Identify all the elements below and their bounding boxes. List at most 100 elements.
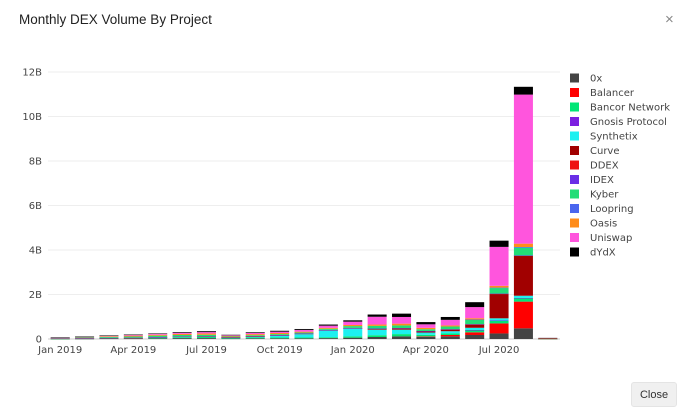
bar-segment[interactable] (513, 298, 533, 302)
bar-segment[interactable] (294, 329, 314, 332)
bar-segment[interactable] (465, 335, 485, 339)
bar-segment[interactable] (465, 307, 485, 319)
bar-segment[interactable] (392, 328, 412, 330)
bar-segment[interactable] (221, 337, 241, 338)
bar-segment[interactable] (172, 332, 192, 334)
bar-segment[interactable] (367, 329, 387, 336)
bar-segment[interactable] (416, 327, 436, 330)
bar-segment[interactable] (245, 337, 265, 339)
bar-segment[interactable] (294, 334, 314, 338)
legend-swatch[interactable] (570, 88, 579, 97)
bar-segment[interactable] (245, 332, 265, 335)
bar-segment[interactable] (538, 337, 558, 339)
bar-segment[interactable] (489, 288, 509, 294)
bar-segment[interactable] (465, 324, 485, 325)
legend-item-label[interactable]: IDEX (590, 175, 614, 186)
bar-segment[interactable] (318, 328, 338, 330)
bar-segment[interactable] (392, 329, 412, 335)
legend-item-label[interactable]: DDEX (590, 161, 619, 172)
bar-segment[interactable] (538, 338, 558, 340)
legend-swatch[interactable] (570, 189, 579, 199)
bar-segment[interactable] (489, 293, 509, 295)
bar-segment[interactable] (196, 332, 216, 334)
bar-segment[interactable] (99, 338, 119, 340)
bar-segment[interactable] (392, 325, 412, 329)
legend-item-label[interactable]: Uniswap (590, 233, 632, 244)
bar-segment[interactable] (343, 324, 363, 327)
bar-segment[interactable] (440, 319, 460, 326)
bar-segment[interactable] (465, 324, 485, 328)
legend-item-label[interactable]: 0x (590, 74, 602, 85)
bar-segment[interactable] (465, 319, 485, 325)
legend-swatch[interactable] (570, 204, 579, 213)
bar-segment[interactable] (416, 331, 436, 333)
bar-segment[interactable] (513, 247, 533, 256)
bar-segment[interactable] (513, 255, 533, 256)
bar-segment[interactable] (148, 337, 168, 338)
bar-segment[interactable] (294, 333, 314, 334)
bar-segment[interactable] (123, 337, 143, 339)
bar-segment[interactable] (196, 333, 216, 335)
bar-segment[interactable] (99, 337, 119, 339)
bar-segment[interactable] (489, 318, 509, 321)
bar-segment[interactable] (172, 332, 192, 333)
bar-segment[interactable] (270, 337, 290, 339)
legend-item-label[interactable]: Balancer (590, 88, 635, 99)
bar-segment[interactable] (392, 336, 412, 339)
bar-segment[interactable] (245, 335, 265, 337)
bar-segment[interactable] (513, 94, 533, 244)
bar-segment[interactable] (294, 328, 314, 330)
bar-segment[interactable] (392, 313, 412, 317)
bar-segment[interactable] (75, 338, 95, 339)
bar-segment[interactable] (148, 333, 168, 335)
bar-segment[interactable] (221, 337, 241, 339)
bar-segment[interactable] (489, 287, 509, 289)
bar-segment[interactable] (440, 316, 460, 320)
bar-segment[interactable] (148, 334, 168, 336)
legend-item-label[interactable]: Curve (590, 146, 620, 157)
bar-segment[interactable] (440, 331, 460, 334)
bar-segment[interactable] (367, 328, 387, 330)
bar-segment[interactable] (465, 318, 485, 320)
bar-segment[interactable] (270, 334, 290, 335)
bar-segment[interactable] (318, 324, 338, 326)
bar-segment[interactable] (489, 323, 509, 334)
legend-item-label[interactable]: Kyber (590, 190, 619, 201)
bar-segment[interactable] (123, 336, 143, 338)
bar-segment[interactable] (343, 326, 363, 328)
bar-segment[interactable] (489, 320, 509, 322)
bar-segment[interactable] (221, 335, 241, 336)
bar-segment[interactable] (172, 337, 192, 339)
bar-segment[interactable] (270, 335, 290, 338)
bar-segment[interactable] (75, 336, 95, 338)
bar-segment[interactable] (221, 338, 241, 340)
bar-segment[interactable] (489, 333, 509, 339)
bar-segment[interactable] (343, 321, 363, 325)
bar-segment[interactable] (416, 329, 436, 331)
bar-segment[interactable] (513, 328, 533, 339)
bar-segment[interactable] (513, 247, 533, 248)
bar-segment[interactable] (343, 337, 363, 339)
bar-segment[interactable] (196, 338, 216, 339)
bar-segment[interactable] (367, 314, 387, 317)
legend-swatch[interactable] (570, 160, 579, 170)
bar-segment[interactable] (513, 243, 533, 247)
bar-segment[interactable] (465, 330, 485, 333)
bar-segment[interactable] (465, 327, 485, 330)
bar-segment[interactable] (172, 333, 192, 335)
bar-segment[interactable] (50, 338, 70, 339)
legend-swatch[interactable] (570, 247, 579, 257)
legend-swatch[interactable] (570, 73, 579, 83)
bar-segment[interactable] (513, 301, 533, 329)
bar-segment[interactable] (123, 334, 143, 336)
bar-segment[interactable] (416, 336, 436, 337)
bar-segment[interactable] (416, 330, 436, 332)
bar-segment[interactable] (270, 332, 290, 335)
bar-segment[interactable] (318, 337, 338, 339)
bar-segment[interactable] (196, 334, 216, 337)
bar-segment[interactable] (489, 285, 509, 288)
legend-item-label[interactable]: Oasis (590, 219, 617, 230)
bar-segment[interactable] (148, 338, 168, 339)
bar-segment[interactable] (294, 332, 314, 334)
bar-segment[interactable] (245, 338, 265, 339)
